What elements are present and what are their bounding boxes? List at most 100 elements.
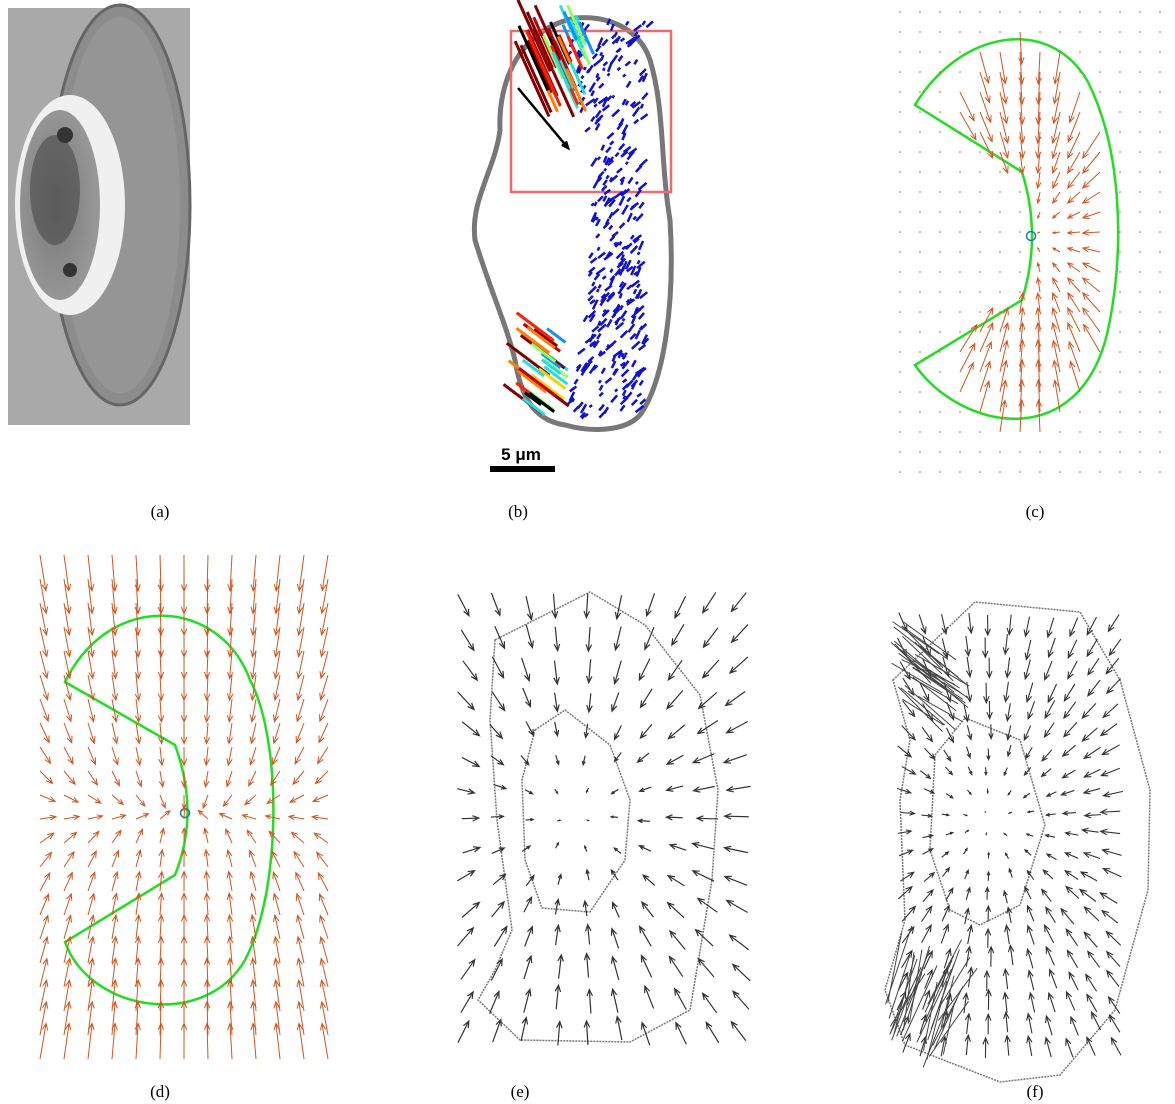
vector-dot — [899, 311, 901, 313]
vector-arrow — [1070, 618, 1078, 636]
vector-dot — [959, 211, 961, 213]
vector-arrow — [584, 594, 589, 618]
vector-dot — [979, 151, 981, 153]
vector-arrow — [1111, 1038, 1121, 1056]
vector-dot — [959, 291, 961, 293]
vector-arrow — [727, 786, 751, 791]
vector-dot — [1099, 111, 1101, 113]
vector-arrow — [88, 747, 95, 764]
vector-arrow — [727, 900, 748, 912]
vector-arrow — [1081, 872, 1097, 881]
vector-dot — [959, 251, 961, 253]
inner-contour — [522, 710, 630, 912]
vector-arrow — [523, 688, 531, 707]
displacement — [626, 162, 628, 164]
vector-arrow — [273, 747, 280, 764]
vector-dot — [1139, 291, 1141, 293]
vector-arrow — [463, 661, 477, 680]
vector-dot — [899, 251, 901, 253]
displacement — [898, 687, 942, 731]
vector-arrow — [1005, 1036, 1010, 1056]
vector-arrow — [112, 851, 119, 867]
vector-arrow — [158, 915, 163, 939]
vector-dot — [1119, 411, 1121, 413]
vector-arrow — [966, 888, 970, 900]
vector-arrow — [985, 929, 990, 948]
vector-arrow — [1100, 893, 1117, 904]
vector-arrow — [204, 850, 209, 867]
vector-dot — [899, 51, 901, 53]
vector-arrow — [1067, 950, 1077, 967]
vector-arrow — [1053, 232, 1060, 234]
vector-arrow — [641, 956, 651, 978]
vector-arrow — [296, 873, 304, 891]
vector-arrow — [64, 815, 79, 820]
vector-arrow — [730, 657, 748, 673]
vector-arrow — [984, 971, 989, 991]
vector-arrow — [88, 723, 95, 743]
vector-arrow — [88, 795, 101, 803]
vector-arrow — [675, 989, 687, 1010]
vector-arrow — [526, 721, 534, 735]
vector-arrow — [227, 747, 232, 765]
vector-dot — [939, 231, 941, 233]
displacement — [636, 182, 638, 184]
vector-dot — [1139, 451, 1141, 453]
vector-dot — [1139, 31, 1141, 33]
vector-dot — [899, 351, 901, 353]
panel-d — [40, 555, 328, 1059]
vector-dot — [899, 451, 901, 453]
vector-arrow — [204, 747, 209, 765]
vector-dot — [1139, 351, 1141, 353]
vector-arrow — [646, 593, 654, 616]
vector-arrow — [1066, 1039, 1073, 1058]
displacement — [614, 243, 617, 245]
panel-label: (e) — [511, 1082, 530, 1101]
vector-arrow — [942, 814, 949, 816]
vector-dot — [959, 31, 961, 33]
vector-arrow — [1082, 828, 1098, 833]
vector-arrow — [967, 725, 971, 739]
vector-arrow — [526, 596, 533, 619]
vector-arrow — [1026, 683, 1033, 702]
vector-dot — [1019, 251, 1021, 253]
vector-dot — [1159, 331, 1161, 333]
vector-arrow — [64, 795, 78, 802]
vector-dot — [919, 211, 921, 213]
vector-arrow — [613, 902, 620, 917]
displacement — [611, 269, 613, 272]
vector-dot — [919, 371, 921, 373]
vector-arrow — [615, 752, 622, 761]
vector-arrow — [494, 927, 506, 947]
vector-dot — [1159, 171, 1161, 173]
displacement — [603, 68, 604, 71]
vector-arrow — [1107, 971, 1119, 987]
panel-label: (d) — [150, 1082, 170, 1101]
vector-dot — [959, 171, 961, 173]
vector-arrow — [1101, 809, 1121, 814]
vector-arrow — [922, 814, 932, 817]
vector-arrow — [1027, 871, 1033, 880]
vector-dot — [1059, 471, 1061, 473]
vector-arrow — [250, 723, 256, 743]
vector-dot — [1019, 11, 1021, 13]
vector-dot — [1139, 71, 1141, 73]
vector-arrow — [1047, 618, 1054, 637]
vector-arrow — [320, 980, 328, 1011]
vector-arrow — [899, 850, 913, 856]
vector-arrow — [1068, 112, 1080, 142]
vector-arrow — [902, 725, 916, 739]
vector-arrow — [642, 902, 654, 917]
vector-dot — [919, 311, 921, 313]
vector-arrow — [204, 723, 209, 744]
vector-arrow — [1045, 1038, 1051, 1057]
vector-dot — [959, 431, 961, 433]
vector-arrow — [204, 872, 209, 891]
vector-arrow — [697, 816, 718, 821]
panel-label: (a) — [151, 502, 170, 521]
displacement — [622, 119, 624, 123]
vector-arrow — [112, 795, 123, 804]
vector-dot — [959, 311, 961, 313]
vector-arrow — [727, 721, 748, 732]
vector-arrow — [1048, 684, 1056, 702]
